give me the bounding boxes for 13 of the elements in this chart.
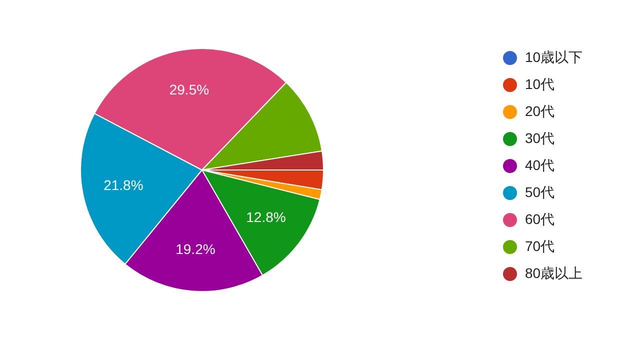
data-label: 19.2%: [176, 240, 216, 257]
data-label: 29.5%: [169, 82, 210, 98]
legend-label: 50代: [525, 184, 555, 202]
legend-label: 60代: [525, 210, 555, 228]
legend-label: 10代: [525, 76, 555, 94]
legend-label: 70代: [525, 238, 555, 256]
data-label: 12.8%: [246, 209, 286, 226]
legend-label: 40代: [525, 156, 555, 174]
legend-label: 20代: [525, 102, 555, 120]
data-label: 21.8%: [104, 176, 144, 193]
legend-label: 10歳以下: [525, 48, 583, 66]
legend-label: 80歳以上: [525, 264, 583, 282]
legend-label: 30代: [525, 130, 555, 148]
